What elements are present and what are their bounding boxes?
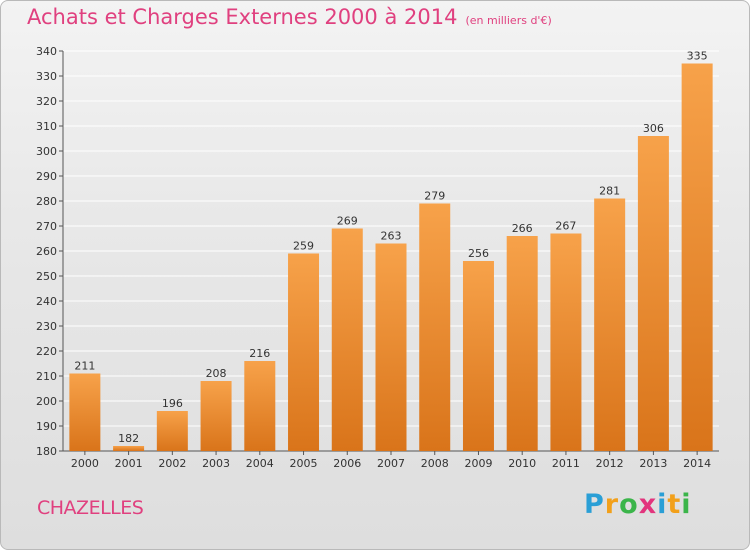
- data-label: 267: [555, 220, 576, 233]
- logo-letter: i: [657, 489, 668, 520]
- data-label: 259: [293, 240, 314, 253]
- x-tick-label: 2007: [377, 457, 405, 470]
- chart-title-text: Achats et Charges Externes 2000 à 2014: [27, 5, 458, 29]
- data-label: 279: [424, 190, 445, 203]
- x-tick-label: 2003: [202, 457, 230, 470]
- y-tick-label: 230: [36, 320, 57, 333]
- bar: [156, 411, 188, 451]
- data-label: 266: [512, 222, 533, 235]
- logo-letter: x: [638, 489, 658, 520]
- x-tick-label: 2011: [552, 457, 580, 470]
- x-tick-label: 2000: [71, 457, 99, 470]
- data-label: 281: [599, 185, 620, 198]
- data-label: 182: [118, 432, 139, 445]
- y-tick-label: 220: [36, 345, 57, 358]
- data-label: 208: [206, 367, 227, 380]
- y-tick-label: 200: [36, 395, 57, 408]
- bar: [200, 381, 232, 451]
- bar: [462, 261, 494, 451]
- bar: [375, 243, 407, 451]
- y-tick-label: 270: [36, 220, 57, 233]
- proxiti-logo: Proxiti: [584, 489, 692, 520]
- y-tick-label: 330: [36, 70, 57, 83]
- data-label: 196: [162, 397, 183, 410]
- chart-subtitle: (en milliers d'€): [465, 14, 552, 27]
- y-tick-label: 260: [36, 245, 57, 258]
- bar: [419, 203, 451, 451]
- y-tick-label: 210: [36, 370, 57, 383]
- chart-title: Achats et Charges Externes 2000 à 2014 (e…: [27, 5, 552, 29]
- x-tick-label: 2012: [596, 457, 624, 470]
- logo-letter: i: [681, 489, 692, 520]
- x-tick-label: 2014: [683, 457, 711, 470]
- y-tick-label: 180: [36, 445, 57, 458]
- data-label: 211: [74, 360, 95, 373]
- bar: [681, 63, 713, 451]
- y-tick-label: 190: [36, 420, 57, 433]
- y-tick-label: 280: [36, 195, 57, 208]
- x-tick-label: 2002: [158, 457, 186, 470]
- data-label: 256: [468, 247, 489, 260]
- x-tick-label: 2013: [639, 457, 667, 470]
- bar: [288, 253, 320, 451]
- data-label: 263: [381, 230, 402, 243]
- logo-letter: r: [604, 489, 620, 520]
- bar: [550, 233, 582, 451]
- x-tick-label: 2005: [290, 457, 318, 470]
- y-tick-label: 290: [36, 170, 57, 183]
- logo-letter: o: [619, 489, 639, 520]
- bar: [331, 228, 363, 451]
- data-label: 306: [643, 122, 664, 135]
- y-tick-label: 250: [36, 270, 57, 283]
- bar: [506, 236, 538, 451]
- y-tick-label: 310: [36, 120, 57, 133]
- bar: [69, 373, 101, 451]
- logo-letter: t: [667, 489, 682, 520]
- bar: [637, 136, 669, 451]
- city-name: CHAZELLES: [37, 497, 144, 519]
- data-label: 335: [687, 50, 708, 63]
- bar: [244, 361, 276, 451]
- plot-area: 180 190 200 210 220 230 240 250 260 270 280 290 300 3…: [36, 45, 719, 470]
- x-tick-label: 2009: [464, 457, 492, 470]
- x-tick-label: 2006: [333, 457, 361, 470]
- y-tick-label: 300: [36, 145, 57, 158]
- bar: [594, 198, 626, 451]
- x-tick-label: 2001: [115, 457, 143, 470]
- x-tick-label: 2010: [508, 457, 536, 470]
- x-tick-label: 2004: [246, 457, 274, 470]
- data-label: 216: [249, 347, 270, 360]
- bar: [113, 446, 145, 451]
- y-tick-label: 240: [36, 295, 57, 308]
- y-tick-label: 320: [36, 95, 57, 108]
- logo-letter: P: [584, 489, 605, 520]
- y-tick-label: 340: [36, 45, 57, 58]
- x-tick-label: 2008: [421, 457, 449, 470]
- data-label: 269: [337, 215, 358, 228]
